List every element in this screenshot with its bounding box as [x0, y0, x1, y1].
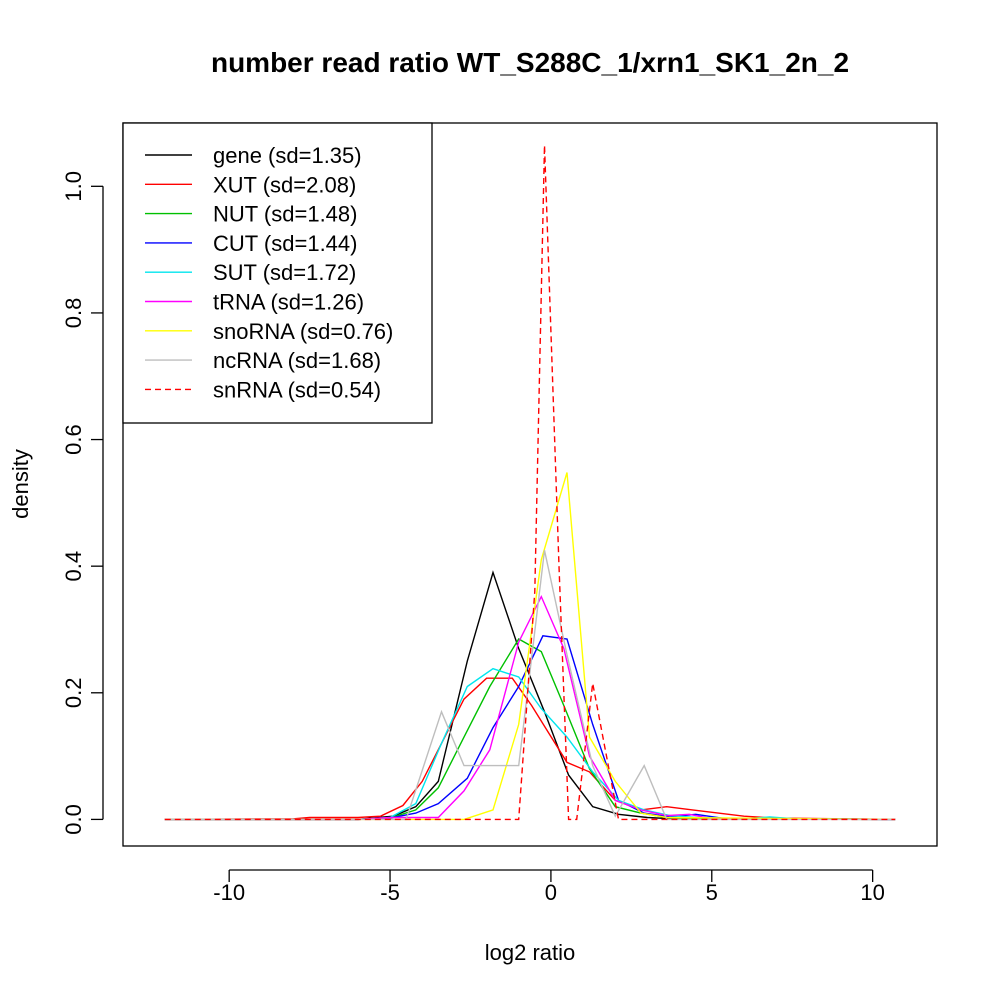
series-line-0 — [164, 570, 896, 821]
series-line-4 — [164, 667, 896, 821]
legend-label: NUT (sd=1.48) — [213, 202, 357, 227]
series-line-6 — [164, 472, 896, 821]
legend-label: CUT (sd=1.44) — [213, 231, 357, 256]
legend-label: gene (sd=1.35) — [213, 143, 362, 168]
legend-label: snoRNA (sd=0.76) — [213, 319, 393, 344]
legend-label: snRNA (sd=0.54) — [213, 377, 381, 402]
series-line-1 — [164, 677, 896, 821]
y-tick-label: 0.6 — [61, 424, 86, 455]
y-tick-label: 0.8 — [61, 298, 86, 329]
x-tick-label: 0 — [545, 880, 557, 905]
legend-label: XUT (sd=2.08) — [213, 172, 356, 197]
x-tick-label: -5 — [380, 880, 400, 905]
y-tick-label: 1.0 — [61, 171, 86, 202]
series-line-5 — [164, 594, 896, 821]
y-axis-label: density — [8, 449, 33, 519]
legend-label: tRNA (sd=1.26) — [213, 290, 364, 315]
axes: -10 -5 0 5 10 0.0 0.2 0.4 0.6 0.8 1.0 — [61, 171, 885, 905]
x-tick-label: 10 — [860, 880, 884, 905]
legend-label: SUT (sd=1.72) — [213, 260, 356, 285]
legend-label: ncRNA (sd=1.68) — [213, 348, 381, 373]
chart-title: number read ratio WT_S288C_1/xrn1_SK1_2n… — [211, 47, 849, 78]
x-tick-label: -10 — [213, 880, 245, 905]
x-tick-label: 5 — [706, 880, 718, 905]
legend-box — [122, 122, 433, 424]
plot-frame — [122, 122, 938, 847]
y-tick-label: 0.0 — [61, 804, 86, 835]
legend: gene (sd=1.35) XUT (sd=2.08) NUT (sd=1.48)… — [122, 122, 433, 424]
y-tick-label: 0.4 — [61, 551, 86, 582]
series-line-7 — [164, 550, 896, 821]
y-tick-label: 0.2 — [61, 677, 86, 708]
x-axis-label: log2 ratio — [485, 940, 576, 965]
series-lines — [164, 145, 896, 821]
